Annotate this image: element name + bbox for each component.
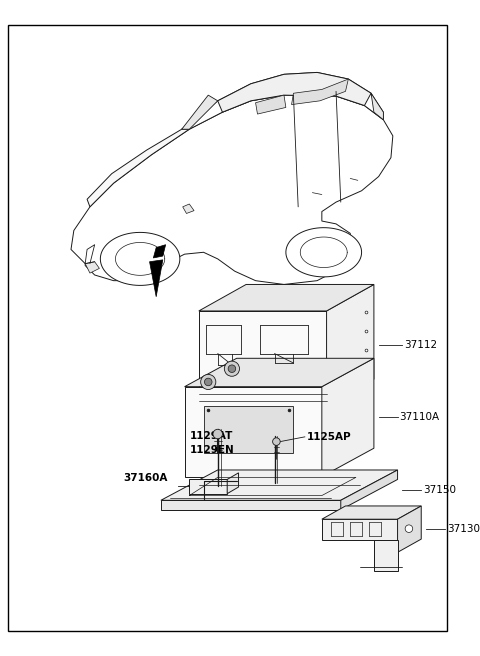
Polygon shape bbox=[371, 93, 384, 120]
Polygon shape bbox=[85, 262, 99, 273]
Polygon shape bbox=[218, 72, 371, 112]
Polygon shape bbox=[100, 232, 180, 285]
Polygon shape bbox=[397, 506, 421, 552]
Circle shape bbox=[405, 525, 413, 533]
Polygon shape bbox=[322, 519, 397, 540]
Polygon shape bbox=[189, 480, 227, 494]
Text: 1129AT: 1129AT bbox=[189, 431, 233, 441]
Text: 37110A: 37110A bbox=[399, 412, 440, 422]
Polygon shape bbox=[183, 204, 194, 213]
Circle shape bbox=[273, 438, 280, 445]
Polygon shape bbox=[199, 311, 326, 405]
Text: 37112: 37112 bbox=[404, 340, 437, 350]
Polygon shape bbox=[286, 228, 361, 277]
Circle shape bbox=[224, 361, 240, 377]
Text: 1129EN: 1129EN bbox=[189, 445, 234, 455]
Circle shape bbox=[201, 375, 216, 390]
Text: 37160A: 37160A bbox=[123, 472, 168, 483]
Polygon shape bbox=[204, 405, 293, 453]
Polygon shape bbox=[185, 386, 322, 477]
Polygon shape bbox=[341, 470, 397, 510]
Polygon shape bbox=[161, 501, 341, 510]
Circle shape bbox=[213, 429, 222, 439]
Polygon shape bbox=[153, 245, 166, 258]
Polygon shape bbox=[161, 470, 397, 501]
Circle shape bbox=[204, 378, 212, 386]
Polygon shape bbox=[199, 285, 374, 311]
Text: 37130: 37130 bbox=[447, 523, 480, 534]
Polygon shape bbox=[326, 285, 374, 405]
Polygon shape bbox=[227, 473, 239, 494]
Polygon shape bbox=[322, 358, 374, 477]
Polygon shape bbox=[182, 72, 384, 129]
Polygon shape bbox=[71, 93, 393, 285]
Polygon shape bbox=[182, 95, 218, 129]
Polygon shape bbox=[87, 129, 189, 207]
Text: 37150: 37150 bbox=[423, 485, 456, 495]
Polygon shape bbox=[185, 358, 374, 386]
Polygon shape bbox=[291, 79, 348, 104]
Polygon shape bbox=[322, 506, 421, 519]
Polygon shape bbox=[150, 260, 163, 297]
Polygon shape bbox=[255, 95, 286, 114]
Text: 1125AP: 1125AP bbox=[307, 432, 351, 442]
Circle shape bbox=[228, 365, 236, 373]
Polygon shape bbox=[374, 540, 397, 571]
